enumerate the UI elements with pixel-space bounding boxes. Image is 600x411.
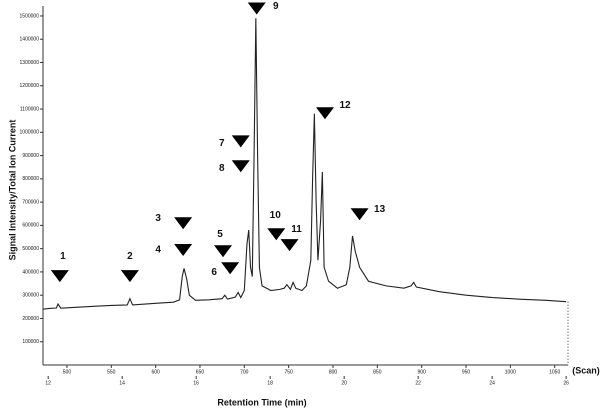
x-tick-label: 950 — [462, 369, 471, 375]
y-tick-label: 700000 — [22, 199, 39, 205]
y-tick-label: 400000 — [22, 269, 39, 275]
x2-tick-label: 24 — [489, 380, 495, 386]
annotation-label: 9 — [273, 1, 279, 12]
annotation-marker — [280, 239, 299, 252]
annotation-marker — [231, 160, 250, 173]
x-tick-label: 1050 — [549, 369, 560, 375]
x-tick-label: 900 — [418, 369, 427, 375]
annotation-label: 7 — [219, 138, 225, 149]
x2-tick-label: 16 — [193, 380, 199, 386]
annotation-label: 5 — [217, 229, 223, 240]
x-tick-label: 850 — [373, 369, 382, 375]
annotation-label: 12 — [339, 100, 351, 111]
y-tick-label: 1200000 — [20, 83, 40, 89]
annotation-label: 1 — [60, 251, 66, 262]
trace — [42, 18, 567, 310]
annotation-marker — [247, 2, 266, 15]
y-tick-label: 300000 — [22, 293, 39, 299]
y-tick-label: 100000 — [22, 339, 39, 345]
annotation-marker — [50, 270, 69, 283]
y-axis-label: Signal Intensity/Total Ion Current — [7, 120, 17, 261]
annotation-label: 4 — [155, 245, 161, 256]
x-tick-label: 550 — [107, 369, 116, 375]
y-tick-label: 200000 — [22, 316, 39, 322]
annotation-label: 10 — [270, 210, 282, 221]
x2-tick-label: 12 — [45, 380, 51, 386]
x-tick-label: 600 — [151, 369, 160, 375]
y-tick-label: 800000 — [22, 176, 39, 182]
annotation-marker — [174, 217, 193, 230]
x-tick-label: 750 — [284, 369, 293, 375]
annotation-marker — [221, 262, 240, 275]
x-tick-label: 1000 — [505, 369, 516, 375]
y-tick-label: 600000 — [22, 223, 39, 229]
annotation-marker — [231, 135, 250, 148]
annotation-marker — [120, 270, 139, 283]
y-tick-label: 900000 — [22, 153, 39, 159]
annotation-marker — [316, 107, 335, 120]
y-tick-label: 1100000 — [20, 106, 39, 112]
y-tick-label: 500000 — [22, 246, 39, 252]
y-tick-label: 1000000 — [20, 130, 40, 136]
x-tick-label: 800 — [329, 369, 338, 375]
x-tick-label: 700 — [240, 369, 249, 375]
x-axis-label: Retention Time (min) — [217, 397, 306, 407]
y-tick-label: 1300000 — [20, 60, 40, 66]
annotation-label: 3 — [155, 213, 161, 224]
annotation-label: 6 — [211, 267, 217, 278]
x2-tick-label: 20 — [341, 380, 347, 386]
annotation-label: 8 — [219, 163, 225, 174]
annotation-label: 13 — [374, 204, 386, 215]
x2-tick-label: 18 — [267, 380, 273, 386]
annotation-label: 2 — [127, 251, 133, 262]
x2-tick-label: 22 — [415, 380, 421, 386]
x-unit-label: (Scan) — [572, 365, 600, 375]
x-tick-label: 650 — [196, 369, 205, 375]
x-tick-label: 500 — [63, 369, 72, 375]
annotation-marker — [267, 228, 286, 241]
annotation-marker — [174, 244, 193, 257]
y-tick-label: 1500000 — [20, 13, 40, 19]
y-tick-label: 1400000 — [20, 37, 40, 43]
x2-tick-label: 14 — [119, 380, 125, 386]
annotation-marker — [214, 245, 233, 258]
x2-tick-label: 26 — [563, 380, 569, 386]
annotation-label: 11 — [291, 224, 302, 235]
annotation-marker — [350, 208, 369, 221]
